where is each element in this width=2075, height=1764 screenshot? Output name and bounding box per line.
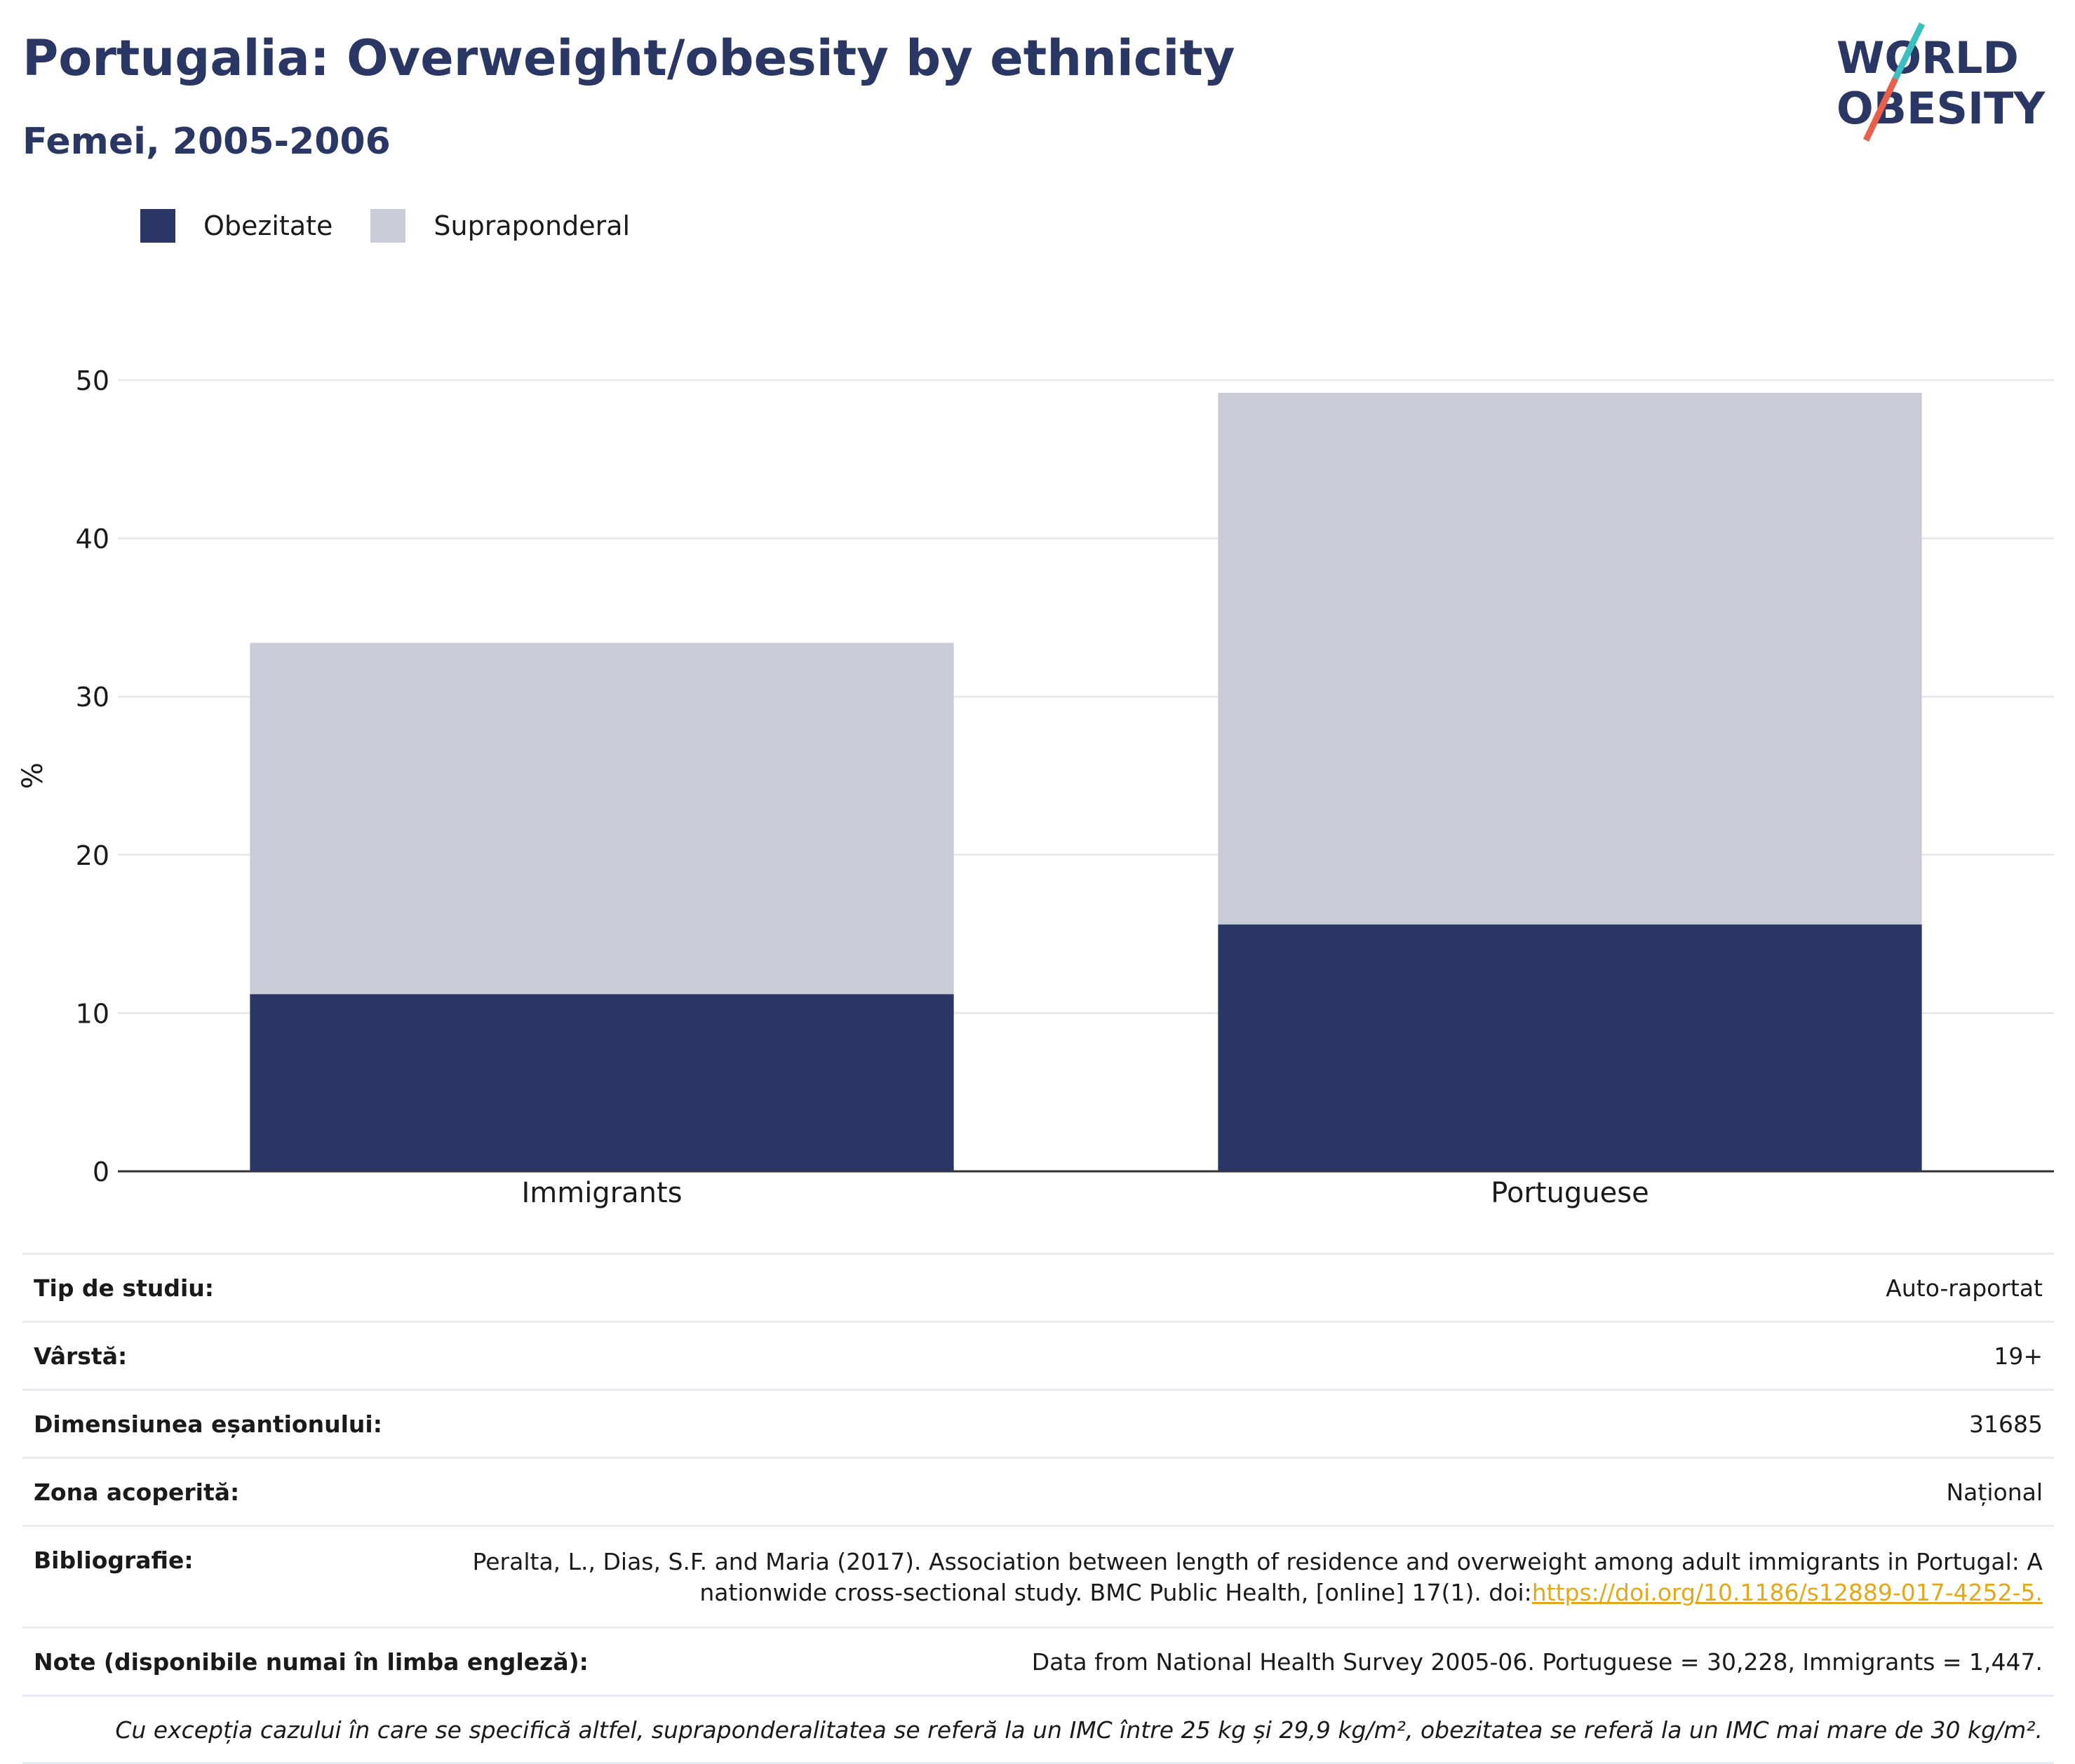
y-tick-label: 50: [76, 365, 109, 396]
bars: [250, 393, 1922, 1171]
bibliography-label: Bibliografie:: [34, 1547, 194, 1574]
y-tick-labels: 0 10 20 30 40 50: [76, 365, 109, 1187]
area-value: Național: [1946, 1479, 2043, 1506]
bar-portuguese-overweight[interactable]: [1218, 393, 1922, 925]
y-tick-label: 30: [76, 682, 109, 713]
bibliography-text: Peralta, L., Dias, S.F. and Maria (2017)…: [472, 1548, 2043, 1606]
x-tick-label: Portuguese: [1491, 1177, 1648, 1209]
sample-size-row: Dimensiunea eșantionului: 31685: [22, 1389, 2054, 1457]
age-value: 19+: [1994, 1342, 2043, 1370]
logo-line2: OBESITY: [1836, 83, 2046, 134]
doi-link[interactable]: https://doi.org/10.1186/s12889-017-4252-…: [1531, 1579, 2043, 1606]
notes-label: Note (disponibile numai în limba engleză…: [34, 1648, 589, 1676]
logo-line1: WORLD: [1836, 32, 2019, 83]
chart-title: Portugalia: Overweight/obesity by ethnic…: [22, 29, 1235, 87]
legend-item-obesity[interactable]: Obezitate: [140, 209, 333, 243]
chart-subtitle: Femei, 2005-2006: [22, 121, 391, 163]
study-type-value: Auto-raportat: [1886, 1274, 2043, 1302]
legend-swatch-overweight: [370, 209, 406, 243]
y-axis-label: %: [17, 762, 49, 789]
area-label: Zona acoperită:: [34, 1479, 240, 1506]
stacked-bar-chart: 0 10 20 30 40 50 Immigrants Portuguese %: [17, 365, 2054, 1209]
legend-label-overweight: Supraponderal: [434, 210, 631, 241]
bar-portuguese-obesity[interactable]: [1218, 924, 1922, 1171]
age-label: Vârstă:: [34, 1342, 128, 1370]
definition-footnote: Cu excepția cazului în care se specifică…: [22, 1695, 2054, 1764]
y-tick-label: 10: [76, 998, 109, 1029]
study-type-row: Tip de studiu: Auto-raportat: [22, 1253, 2054, 1321]
legend: Obezitate Supraponderal: [140, 209, 668, 243]
legend-label-obesity: Obezitate: [203, 210, 333, 241]
bar-immigrants-overweight[interactable]: [250, 642, 954, 995]
area-row: Zona acoperită: Național: [22, 1457, 2054, 1525]
y-tick-label: 40: [76, 524, 109, 555]
sample-size-label: Dimensiunea eșantionului:: [34, 1410, 382, 1438]
bibliography-row: Bibliografie: Peralta, L., Dias, S.F. an…: [22, 1525, 2054, 1627]
bar-immigrants-obesity[interactable]: [250, 994, 954, 1171]
legend-swatch-obesity: [140, 209, 175, 243]
bibliography-value: Peralta, L., Dias, S.F. and Maria (2017)…: [471, 1547, 2043, 1608]
notes-row: Note (disponibile numai în limba engleză…: [22, 1627, 2054, 1695]
y-tick-label: 20: [76, 840, 109, 871]
study-type-label: Tip de studiu:: [34, 1274, 214, 1302]
x-tick-label: Immigrants: [521, 1177, 682, 1209]
logo-slash-top: [1892, 22, 1926, 80]
notes-value: Data from National Health Survey 2005-06…: [1031, 1648, 2043, 1676]
world-obesity-logo: WORLD OBESITY: [1836, 22, 2046, 142]
x-tick-labels: Immigrants Portuguese: [521, 1177, 1648, 1209]
legend-item-overweight[interactable]: Supraponderal: [370, 209, 630, 243]
age-row: Vârstă: 19+: [22, 1321, 2054, 1389]
study-details: Tip de studiu: Auto-raportat Vârstă: 19+…: [22, 1253, 2054, 1764]
y-tick-label: 0: [93, 1157, 109, 1187]
logo-slash-bottom: [1862, 77, 1899, 142]
sample-size-value: 31685: [1969, 1410, 2043, 1438]
